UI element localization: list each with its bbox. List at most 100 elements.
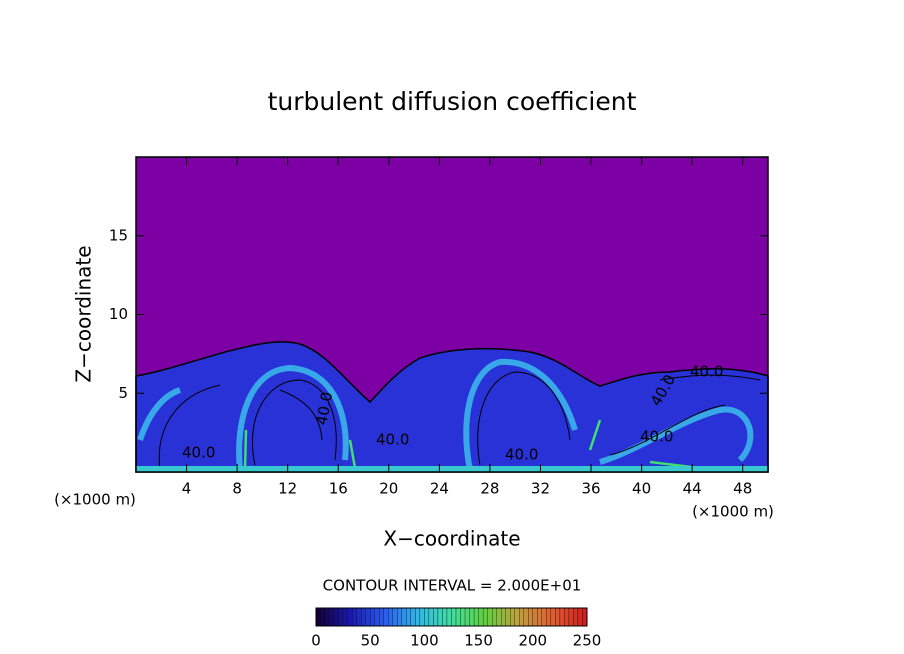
colorbar-swatch	[464, 607, 470, 627]
x-axis-label: X−coordinate	[383, 527, 520, 551]
colorbar-swatch	[419, 607, 425, 627]
colorbar-swatch	[523, 607, 529, 627]
colorbar-swatch	[482, 607, 488, 627]
y-tick-label: 15	[109, 226, 128, 244]
colorbar-swatch	[541, 607, 547, 627]
colorbar-swatch	[546, 607, 552, 627]
colorbar-swatch	[392, 607, 398, 627]
colorbar-swatch	[491, 607, 497, 627]
colorbar-swatch	[342, 607, 348, 627]
colorbar-swatch	[433, 607, 439, 627]
contour-label: 40.0	[376, 431, 409, 449]
colorbar-swatch	[410, 607, 416, 627]
colorbar-swatch	[320, 607, 326, 627]
x-tick-label: 16	[329, 480, 348, 498]
colorbar-tick-label: 150	[464, 632, 493, 650]
y-axis-label: Z−coordinate	[72, 245, 96, 382]
x-tick-label: 20	[379, 480, 398, 498]
colorbar-swatch	[442, 607, 448, 627]
field	[135, 157, 769, 473]
field-swirl	[137, 358, 754, 471]
colorbar-swatch	[559, 607, 565, 627]
x-tick-label: 44	[683, 480, 702, 498]
colorbar-swatch	[315, 607, 321, 627]
y-tick-label: 10	[109, 305, 128, 323]
colorbar-swatch	[446, 607, 452, 627]
x-tick-label: 8	[232, 480, 242, 498]
colorbar-swatch	[397, 607, 402, 627]
colorbar-swatch	[573, 607, 579, 627]
colorbar-swatch	[365, 607, 371, 627]
colorbar-swatch	[455, 607, 461, 627]
colorbar-swatch	[428, 607, 434, 627]
colorbar-swatch	[401, 607, 407, 627]
colorbar-swatch	[351, 607, 357, 627]
contour-label: 40.0	[690, 363, 723, 381]
x-tick-label: 28	[480, 480, 499, 498]
colorbar-swatch	[406, 607, 412, 627]
colorbar-swatch	[451, 607, 457, 627]
y-tick-label: 5	[118, 384, 128, 402]
colorbar-swatch	[383, 607, 389, 627]
colorbar-swatch	[487, 607, 493, 627]
colorbar-swatch	[338, 607, 344, 627]
contour-label: 40.0	[505, 446, 538, 464]
colorbar-swatch	[388, 607, 393, 627]
colorbar-swatch	[582, 607, 588, 627]
colorbar-swatch	[437, 607, 443, 627]
field-surface	[136, 466, 768, 472]
colorbar-swatch	[370, 607, 375, 627]
chart-title: turbulent diffusion coefficient	[268, 87, 637, 116]
contour-label: 40.0	[182, 444, 215, 462]
field-highlight	[243, 419, 701, 471]
colorbar-tick-label: 100	[410, 632, 439, 650]
colorbar-frame	[315, 607, 588, 627]
colorbar-swatch	[568, 607, 574, 627]
colorbar-swatch	[415, 607, 421, 627]
colorbar-swatch	[379, 607, 384, 627]
colorbar-tick-label: 250	[573, 632, 602, 650]
colorbar-swatch	[333, 607, 339, 627]
colorbar-tick-label: 50	[361, 632, 380, 650]
x-tick-label: 48	[733, 480, 752, 498]
x-unit-label: (×1000 m)	[54, 491, 136, 509]
x-tick-label: 32	[531, 480, 550, 498]
x-tick-label: 40	[632, 480, 651, 498]
contour-label: 40.0	[640, 428, 673, 446]
colorbar-swatch	[361, 607, 366, 627]
colorbar-swatch	[501, 607, 506, 627]
colorbar-swatch	[324, 607, 330, 627]
field-region	[135, 341, 769, 473]
colorbar-swatch	[374, 607, 380, 627]
contour-label: 40.0	[313, 390, 337, 426]
x-tick-label: 12	[278, 480, 297, 498]
colorbar-swatch	[510, 607, 515, 627]
x-unit-label: (×1000 m)	[692, 503, 774, 521]
field-contour	[158, 371, 761, 471]
colorbar-swatch	[528, 607, 533, 627]
colorbar-swatch	[514, 607, 520, 627]
colorbar-swatch	[460, 607, 466, 627]
colorbar-swatch	[519, 607, 524, 627]
colorbar-swatch	[496, 607, 502, 627]
colorbar-swatch	[424, 607, 430, 627]
colorbar-swatch	[473, 607, 479, 627]
colorbar-swatch	[577, 607, 583, 627]
colorbar-swatch	[564, 607, 570, 627]
colorbar-swatch	[555, 607, 561, 627]
contour-interval: CONTOUR INTERVAL = 2.000E+01	[323, 577, 582, 595]
colorbar-tick-label: 200	[518, 632, 547, 650]
colorbar-swatch	[537, 607, 542, 627]
colorbar-swatch	[469, 607, 475, 627]
colorbar-swatch	[478, 607, 484, 627]
colorbar-swatch	[532, 607, 538, 627]
x-tick-label: 36	[581, 480, 600, 498]
colorbar-swatch	[550, 607, 556, 627]
colorbar-swatch	[347, 607, 353, 627]
colorbar-tick-label: 0	[311, 632, 321, 650]
x-tick-label: 4	[182, 480, 192, 498]
colorbar-swatch	[505, 607, 511, 627]
x-tick-label: 24	[430, 480, 449, 498]
colorbar-swatch	[356, 607, 362, 627]
